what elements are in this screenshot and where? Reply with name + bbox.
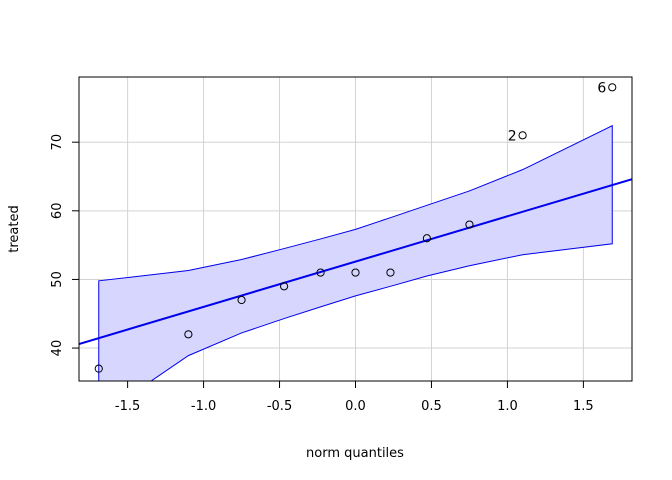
- data-point-7: [422, 234, 432, 243]
- point-label-6: 6: [597, 80, 606, 96]
- confidence-envelope: [98, 124, 613, 381]
- y-axis-title: treated: [7, 205, 22, 252]
- y-tick-label-3: 70: [50, 134, 65, 151]
- data-point-10: [608, 83, 617, 92]
- point-label-2: 2: [508, 128, 517, 144]
- y-axis: 40 50 60 70: [50, 134, 79, 356]
- x-tick-label-4: 0.5: [421, 399, 442, 414]
- data-point-8: [465, 220, 474, 229]
- data-point-5: [351, 268, 360, 277]
- x-tick-label-6: 1.5: [573, 399, 594, 414]
- reference-line: [79, 178, 632, 345]
- y-tick-label-1: 50: [50, 271, 65, 288]
- data-point-0: [94, 364, 103, 373]
- data-point-3: [279, 282, 289, 291]
- x-tick-label-3: 0.0: [345, 399, 366, 414]
- point-labels: 26: [508, 80, 607, 144]
- data-point-6: [386, 268, 395, 277]
- data-point-1: [184, 330, 193, 339]
- x-tick-label-1: -1.0: [191, 399, 216, 414]
- data-point-9: [518, 131, 527, 140]
- x-tick-label-2: -0.5: [267, 399, 292, 414]
- x-tick-label-5: 1.0: [497, 399, 518, 414]
- data-points: [94, 83, 617, 373]
- x-axis: -1.5 -1.0 -0.5 0.0 0.5 1.0 1.5: [115, 381, 594, 414]
- y-tick-label-2: 60: [50, 203, 65, 220]
- data-point-2: [237, 295, 246, 305]
- x-tick-label-0: -1.5: [115, 399, 140, 414]
- y-tick-label-0: 40: [50, 340, 65, 357]
- data-point-4: [316, 268, 325, 277]
- x-axis-title: norm quantiles: [306, 446, 404, 461]
